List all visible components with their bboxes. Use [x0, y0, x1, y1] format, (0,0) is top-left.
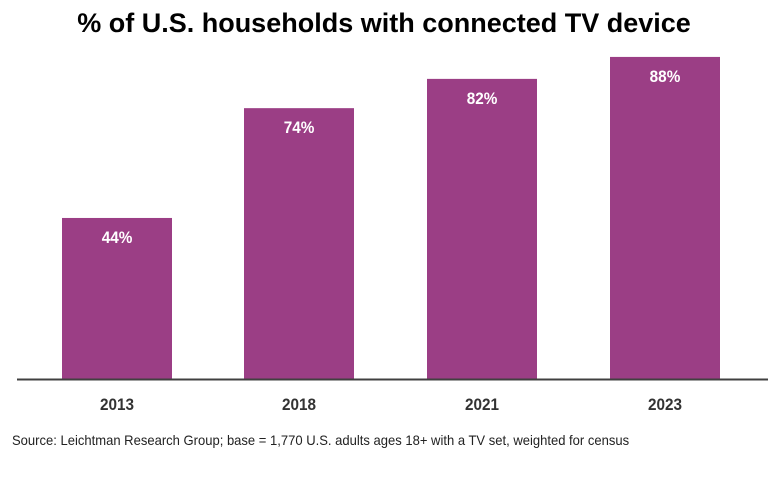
bar-2023 [610, 56, 720, 380]
data-label-2013: 44% [102, 228, 133, 247]
bar-2021 [427, 78, 537, 379]
data-label-2023: 88% [650, 67, 681, 86]
bar-chart: 44% 2013 74% 2018 82% 2021 88% 2023 [17, 56, 768, 414]
bar-2018 [244, 108, 354, 379]
x-tick-label-2021: 2021 [465, 395, 499, 414]
source-note: Source: Leichtman Research Group; base =… [12, 432, 630, 448]
x-tick-label-2013: 2013 [100, 395, 134, 414]
bar-2013 [62, 217, 172, 379]
x-tick-label-2018: 2018 [282, 395, 316, 414]
x-tick-label-2023: 2023 [648, 395, 682, 414]
data-label-2018: 74% [284, 118, 315, 137]
chart-title: % of U.S. households with connected TV d… [77, 8, 691, 38]
data-label-2021: 82% [467, 89, 498, 108]
